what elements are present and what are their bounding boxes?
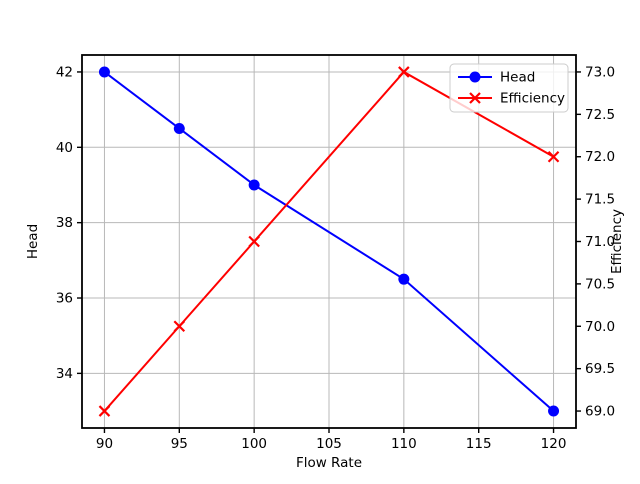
efficiency-marker <box>547 150 560 163</box>
y-right-tick-label: 72.5 <box>585 107 615 123</box>
head-marker <box>98 66 110 78</box>
efficiency-marker <box>398 66 410 78</box>
head-marker-legend <box>469 71 481 83</box>
head-marker <box>398 273 410 285</box>
y-right-tick-label: 73.0 <box>585 64 615 80</box>
y-left-tick-label: 36 <box>56 291 73 307</box>
y-axis-label-right: Efficiency <box>609 209 625 274</box>
x-tick-label: 95 <box>171 436 188 452</box>
y-left-tick-label: 40 <box>56 140 73 156</box>
legend-label-efficiency: Efficiency <box>500 91 565 107</box>
efficiency-marker <box>248 235 260 248</box>
efficiency-marker <box>98 405 111 417</box>
y-right-tick-label: 69.5 <box>585 361 615 377</box>
head-marker <box>248 179 260 191</box>
head-marker <box>173 122 185 134</box>
x-tick-label: 100 <box>241 436 267 452</box>
legend-label-head: Head <box>500 70 535 86</box>
y-right-tick-label: 70.0 <box>585 319 615 335</box>
y-axis-label-left: Head <box>25 224 41 259</box>
x-axis-label: Flow Rate <box>296 455 362 471</box>
y-left-tick-label: 34 <box>56 366 73 382</box>
efficiency-marker-legend <box>469 92 481 104</box>
head-marker <box>548 405 560 417</box>
x-tick-label: 110 <box>391 436 417 452</box>
y-right-tick-label: 71.0 <box>585 234 615 250</box>
y-left-tick-label: 42 <box>56 64 73 80</box>
y-right-tick-label: 69.0 <box>585 404 615 420</box>
x-tick-label: 120 <box>541 436 567 452</box>
efficiency-marker <box>173 320 186 333</box>
y-right-tick-label: 70.5 <box>585 276 615 292</box>
y-left-tick-label: 38 <box>56 215 73 231</box>
x-tick-label: 105 <box>316 436 342 452</box>
x-tick-label: 90 <box>96 436 113 452</box>
x-tick-label: 115 <box>466 436 492 452</box>
y-right-tick-label: 71.5 <box>585 192 615 208</box>
y-right-tick-label: 72.0 <box>585 149 615 165</box>
